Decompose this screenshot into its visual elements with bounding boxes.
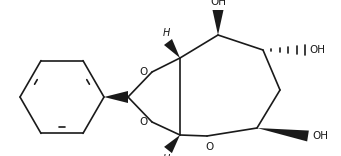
Text: OH: OH: [210, 0, 226, 7]
Text: OH: OH: [309, 45, 325, 55]
Polygon shape: [164, 39, 180, 58]
Polygon shape: [164, 135, 180, 153]
Polygon shape: [104, 91, 128, 103]
Text: OH: OH: [312, 131, 328, 141]
Polygon shape: [257, 128, 309, 141]
Text: O: O: [205, 142, 213, 152]
Polygon shape: [212, 10, 223, 35]
Text: O: O: [140, 67, 148, 77]
Text: H: H: [162, 154, 170, 156]
Text: H: H: [162, 28, 170, 38]
Text: O: O: [140, 117, 148, 127]
